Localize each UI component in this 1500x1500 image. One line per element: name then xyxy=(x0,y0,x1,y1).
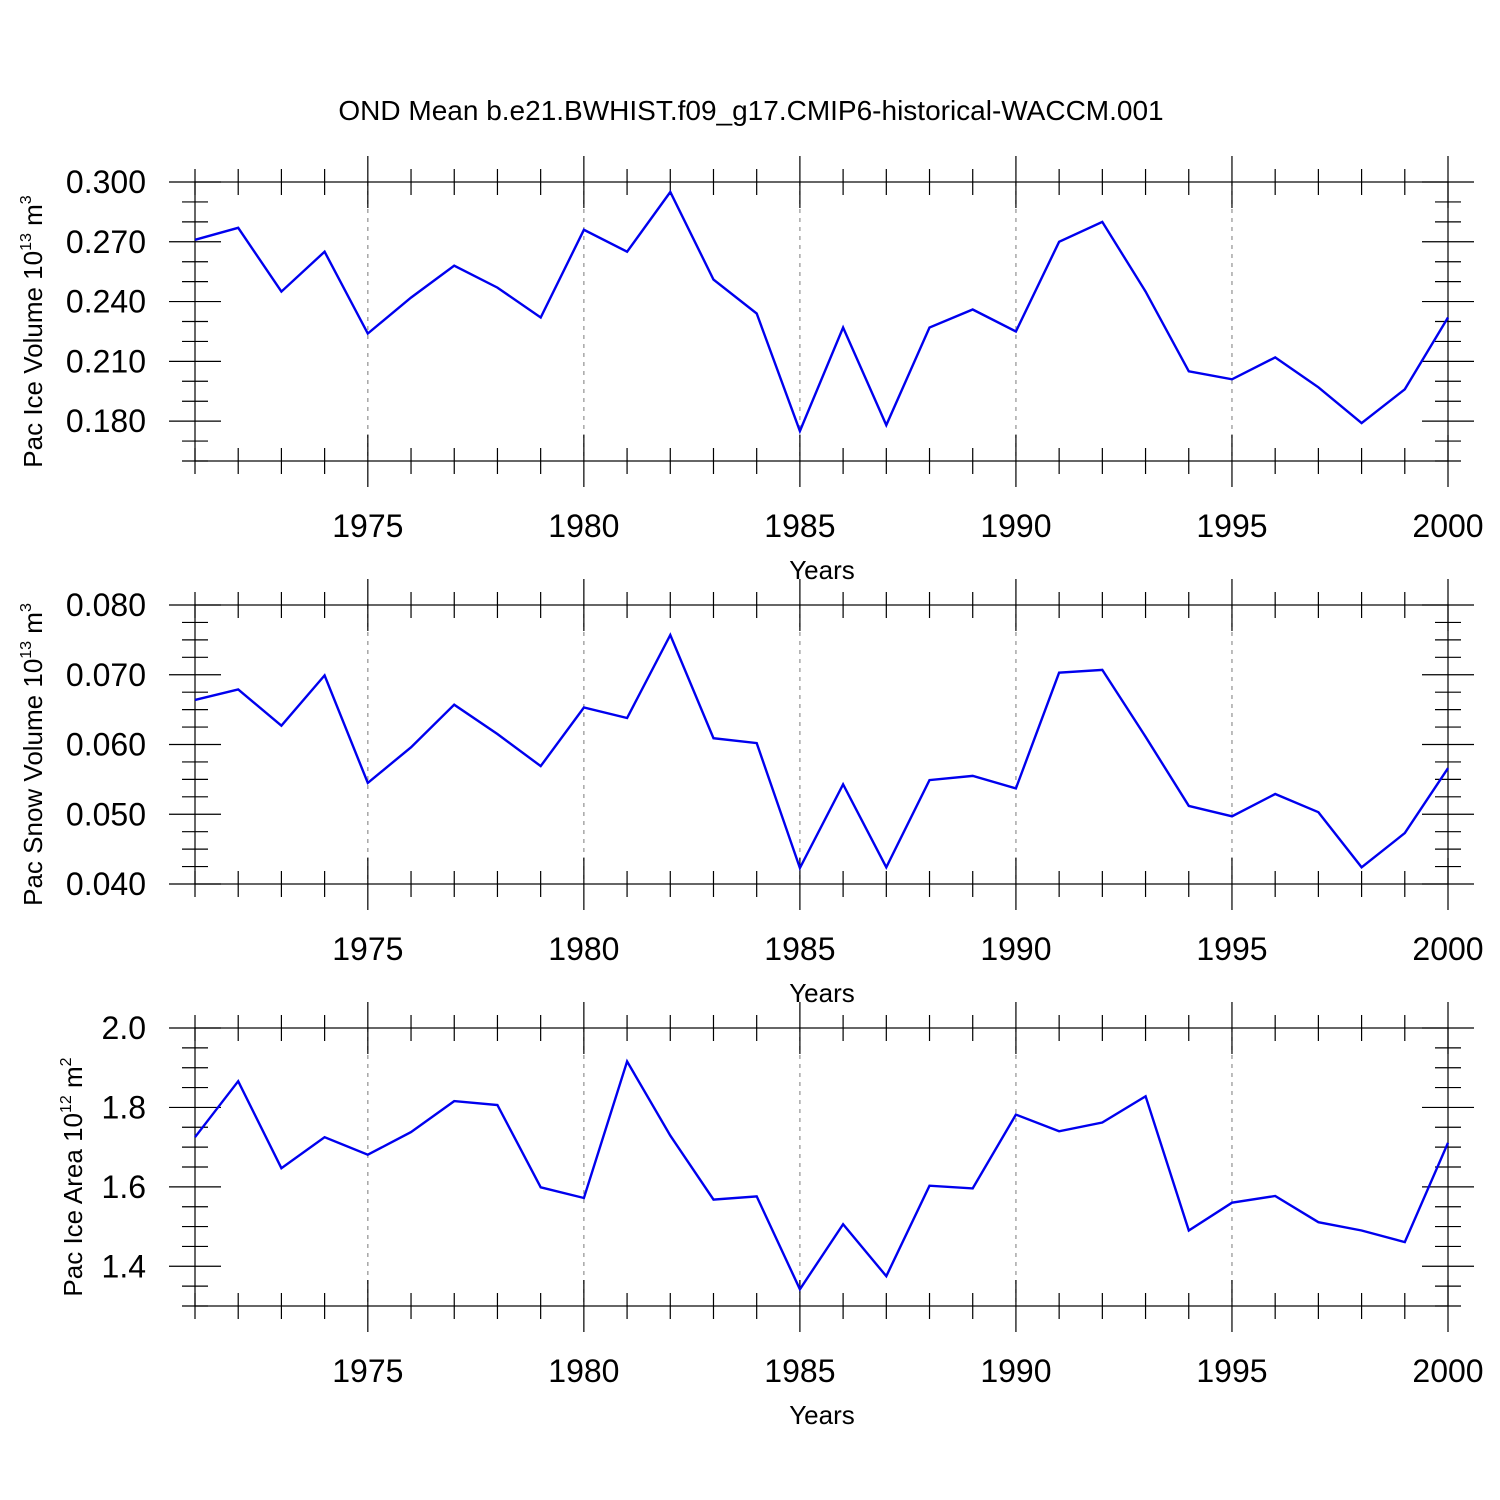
chart-title: OND Mean b.e21.BWHIST.f09_g17.CMIP6-hist… xyxy=(338,95,1163,126)
y-tick-label: 2.0 xyxy=(102,1010,146,1046)
y-tick-label: 1.6 xyxy=(102,1169,146,1205)
y-axis-label-part: 3 xyxy=(18,195,35,204)
x-tick-label: 1985 xyxy=(764,508,835,544)
panel-ice-volume: 0.180 0.210 0.240 0.270 0.300 1975 1980 1985 199… xyxy=(18,156,1484,585)
y-axis-label-part: m xyxy=(18,612,48,641)
panel-snow-volume: 0.040 0.050 0.060 0.070 0.080 1975 1980 1985 199… xyxy=(18,579,1484,1008)
x-tick-label: 1975 xyxy=(332,931,403,967)
x-tick-label: 1980 xyxy=(548,508,619,544)
y-axis-label: Pac Ice Volume 1013 m3 xyxy=(18,195,48,468)
y-axis-label-part: 3 xyxy=(18,603,35,612)
series-line-ice-area xyxy=(194,1058,1450,1292)
x-axis-label: Years xyxy=(789,978,855,1008)
y-tick-label: 0.270 xyxy=(66,224,146,260)
x-tick-label: 1990 xyxy=(980,931,1051,967)
plot-frame xyxy=(194,1027,1449,1307)
x-axis-label: Years xyxy=(789,1400,855,1430)
x-tick-label: 1975 xyxy=(332,508,403,544)
y-axis-label-part: 13 xyxy=(18,641,35,659)
y-tick-label: 0.210 xyxy=(66,343,146,379)
y-tick-label: 0.300 xyxy=(66,164,146,200)
y-axis-label-part: Pac Ice Area 10 xyxy=(58,1113,88,1297)
x-tick-label: 1990 xyxy=(980,508,1051,544)
y-tick-label: 1.4 xyxy=(102,1248,146,1284)
x-tick-label: 1985 xyxy=(764,931,835,967)
y-tick-label: 0.080 xyxy=(66,587,146,623)
series-line-ice-volume xyxy=(194,189,1450,435)
panel-ice-area: 1.4 1.6 1.8 2.0 1975 1980 1985 1990 1995 2000 Year… xyxy=(58,1002,1484,1430)
y-axis-label: Pac Snow Volume 1013 m3 xyxy=(18,603,48,906)
x-tick-label: 2000 xyxy=(1412,1353,1483,1389)
x-tick-label: 2000 xyxy=(1412,931,1483,967)
y-axis-label-part: 2 xyxy=(58,1057,75,1066)
x-tick-label: 1985 xyxy=(764,1353,835,1389)
y-tick-label: 0.040 xyxy=(66,866,146,902)
x-tick-label: 1975 xyxy=(332,1353,403,1389)
x-tick-label: 1995 xyxy=(1196,1353,1267,1389)
x-tick-label: 1980 xyxy=(548,1353,619,1389)
x-tick-label: 1980 xyxy=(548,931,619,967)
series-line-snow-volume xyxy=(194,632,1449,872)
y-tick-label: 0.060 xyxy=(66,727,146,763)
x-tick-label: 1995 xyxy=(1196,508,1267,544)
y-tick-label: 0.240 xyxy=(66,284,146,320)
y-tick-label: 0.050 xyxy=(66,796,146,832)
x-tick-label: 1990 xyxy=(980,1353,1051,1389)
y-tick-label: 0.180 xyxy=(66,403,146,439)
y-axis-label-part: 13 xyxy=(18,233,35,251)
x-tick-label: 2000 xyxy=(1412,508,1483,544)
y-tick-label: 1.8 xyxy=(102,1089,146,1125)
y-axis-label-part: 12 xyxy=(58,1095,75,1113)
y-axis-label-part: Pac Snow Volume 10 xyxy=(18,659,48,906)
y-axis-label-part: m xyxy=(18,204,48,233)
y-axis-label: Pac Ice Area 1012 m2 xyxy=(58,1057,88,1296)
x-tick-label: 1995 xyxy=(1196,931,1267,967)
x-axis-label: Years xyxy=(789,555,855,585)
y-axis-label-part: Pac Ice Volume 10 xyxy=(18,251,48,468)
y-axis-label-part: m xyxy=(58,1066,88,1095)
plot-frame xyxy=(194,604,1449,885)
y-tick-label: 0.070 xyxy=(66,657,146,693)
